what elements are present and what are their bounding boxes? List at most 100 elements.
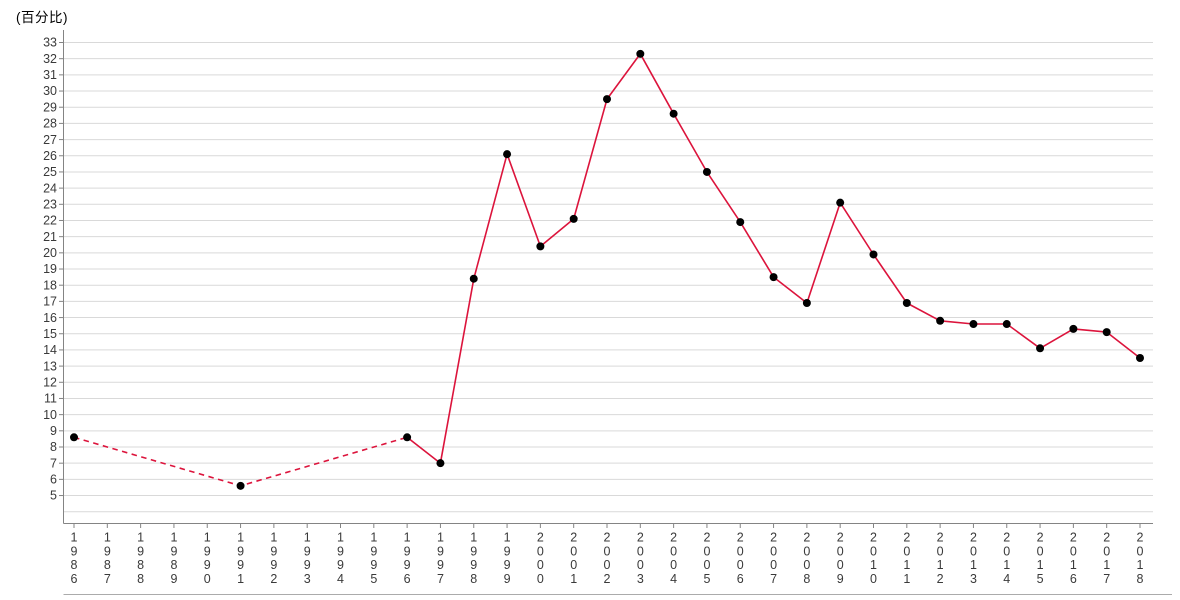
year-digit: 8 <box>104 558 111 572</box>
data-point-marker[interactable] <box>669 109 678 118</box>
data-point-marker[interactable] <box>70 433 78 442</box>
year-digit: 2 <box>937 572 944 586</box>
y-axis-tick-label: 26 <box>43 149 57 163</box>
year-digit: 9 <box>337 544 344 558</box>
year-digit: 1 <box>937 558 944 572</box>
year-digit: 0 <box>1137 544 1144 558</box>
year-digit: 9 <box>337 558 344 572</box>
year-digit: 9 <box>370 544 377 558</box>
year-digit: 1 <box>903 572 910 586</box>
data-point-marker[interactable] <box>1069 324 1078 333</box>
data-point-marker[interactable] <box>802 298 811 307</box>
year-digit: 1 <box>104 531 111 545</box>
data-point-marker[interactable] <box>636 49 645 58</box>
year-digit: 9 <box>404 558 411 572</box>
year-digit: 0 <box>670 544 677 558</box>
year-digit: 9 <box>204 544 211 558</box>
year-digit: 9 <box>470 558 477 572</box>
y-axis-tick-label: 16 <box>43 311 57 325</box>
y-axis-tick-label: 19 <box>43 262 57 276</box>
year-digit: 2 <box>703 531 710 545</box>
year-digit: 2 <box>1137 531 1144 545</box>
data-point-marker[interactable] <box>469 274 478 283</box>
year-digit: 1 <box>204 531 211 545</box>
year-digit: 9 <box>370 558 377 572</box>
year-digit: 9 <box>304 544 311 558</box>
year-digit: 0 <box>837 558 844 572</box>
data-point-marker[interactable] <box>1036 344 1045 353</box>
year-digit: 0 <box>537 544 544 558</box>
year-digit: 1 <box>370 531 377 545</box>
year-digit: 0 <box>637 544 644 558</box>
data-point-marker[interactable] <box>403 433 412 442</box>
year-digit: 2 <box>770 531 777 545</box>
data-point-marker[interactable] <box>569 214 578 223</box>
year-digit: 9 <box>404 544 411 558</box>
data-point-marker[interactable] <box>503 150 512 159</box>
year-digit: 1 <box>270 531 277 545</box>
year-digit: 4 <box>1003 572 1010 586</box>
data-point-marker[interactable] <box>902 298 911 307</box>
year-digit: 1 <box>470 531 477 545</box>
year-digit: 9 <box>504 572 511 586</box>
data-point-marker[interactable] <box>1136 354 1144 363</box>
y-axis-tick-label: 12 <box>43 375 57 389</box>
year-digit: 9 <box>504 544 511 558</box>
data-point-marker[interactable] <box>436 459 445 468</box>
year-digit: 1 <box>870 558 877 572</box>
year-digit: 0 <box>537 558 544 572</box>
data-point-marker[interactable] <box>1102 328 1111 337</box>
year-digit: 1 <box>71 531 78 545</box>
y-axis-tick-label: 23 <box>43 198 57 212</box>
data-point-marker[interactable] <box>236 481 245 490</box>
year-digit: 1 <box>970 558 977 572</box>
year-digit: 0 <box>670 558 677 572</box>
year-digit: 0 <box>604 544 611 558</box>
data-point-marker[interactable] <box>1002 320 1011 329</box>
y-axis-tick-label: 17 <box>43 295 57 309</box>
year-digit: 1 <box>1070 558 1077 572</box>
year-digit: 6 <box>71 572 78 586</box>
data-point-marker[interactable] <box>969 320 978 329</box>
data-point-marker[interactable] <box>836 198 845 207</box>
data-point-marker[interactable] <box>736 218 745 227</box>
year-digit: 9 <box>170 544 177 558</box>
year-digit: 0 <box>737 544 744 558</box>
year-digit: 0 <box>903 544 910 558</box>
year-digit: 1 <box>337 531 344 545</box>
data-point-marker[interactable] <box>702 167 711 176</box>
data-point-marker[interactable] <box>603 95 611 104</box>
year-digit: 1 <box>1103 558 1110 572</box>
year-digit: 1 <box>504 531 511 545</box>
year-digit: 4 <box>670 572 677 586</box>
year-digit: 0 <box>1003 544 1010 558</box>
year-digit: 5 <box>370 572 377 586</box>
year-digit: 8 <box>803 572 810 586</box>
y-axis-tick-label: 6 <box>50 473 57 487</box>
year-digit: 0 <box>737 558 744 572</box>
y-axis-tick-label: 31 <box>43 68 57 82</box>
year-digit: 2 <box>970 531 977 545</box>
year-digit: 2 <box>537 531 544 545</box>
y-axis-tick-label: 24 <box>43 181 57 195</box>
year-digit: 2 <box>1070 531 1077 545</box>
data-point-marker[interactable] <box>769 273 778 282</box>
data-point-marker[interactable] <box>869 250 878 259</box>
data-point-marker[interactable] <box>536 242 545 251</box>
data-point-marker[interactable] <box>936 316 945 325</box>
year-digit: 2 <box>604 572 611 586</box>
year-digit: 8 <box>1137 572 1144 586</box>
year-digit: 2 <box>803 531 810 545</box>
year-digit: 4 <box>337 572 344 586</box>
